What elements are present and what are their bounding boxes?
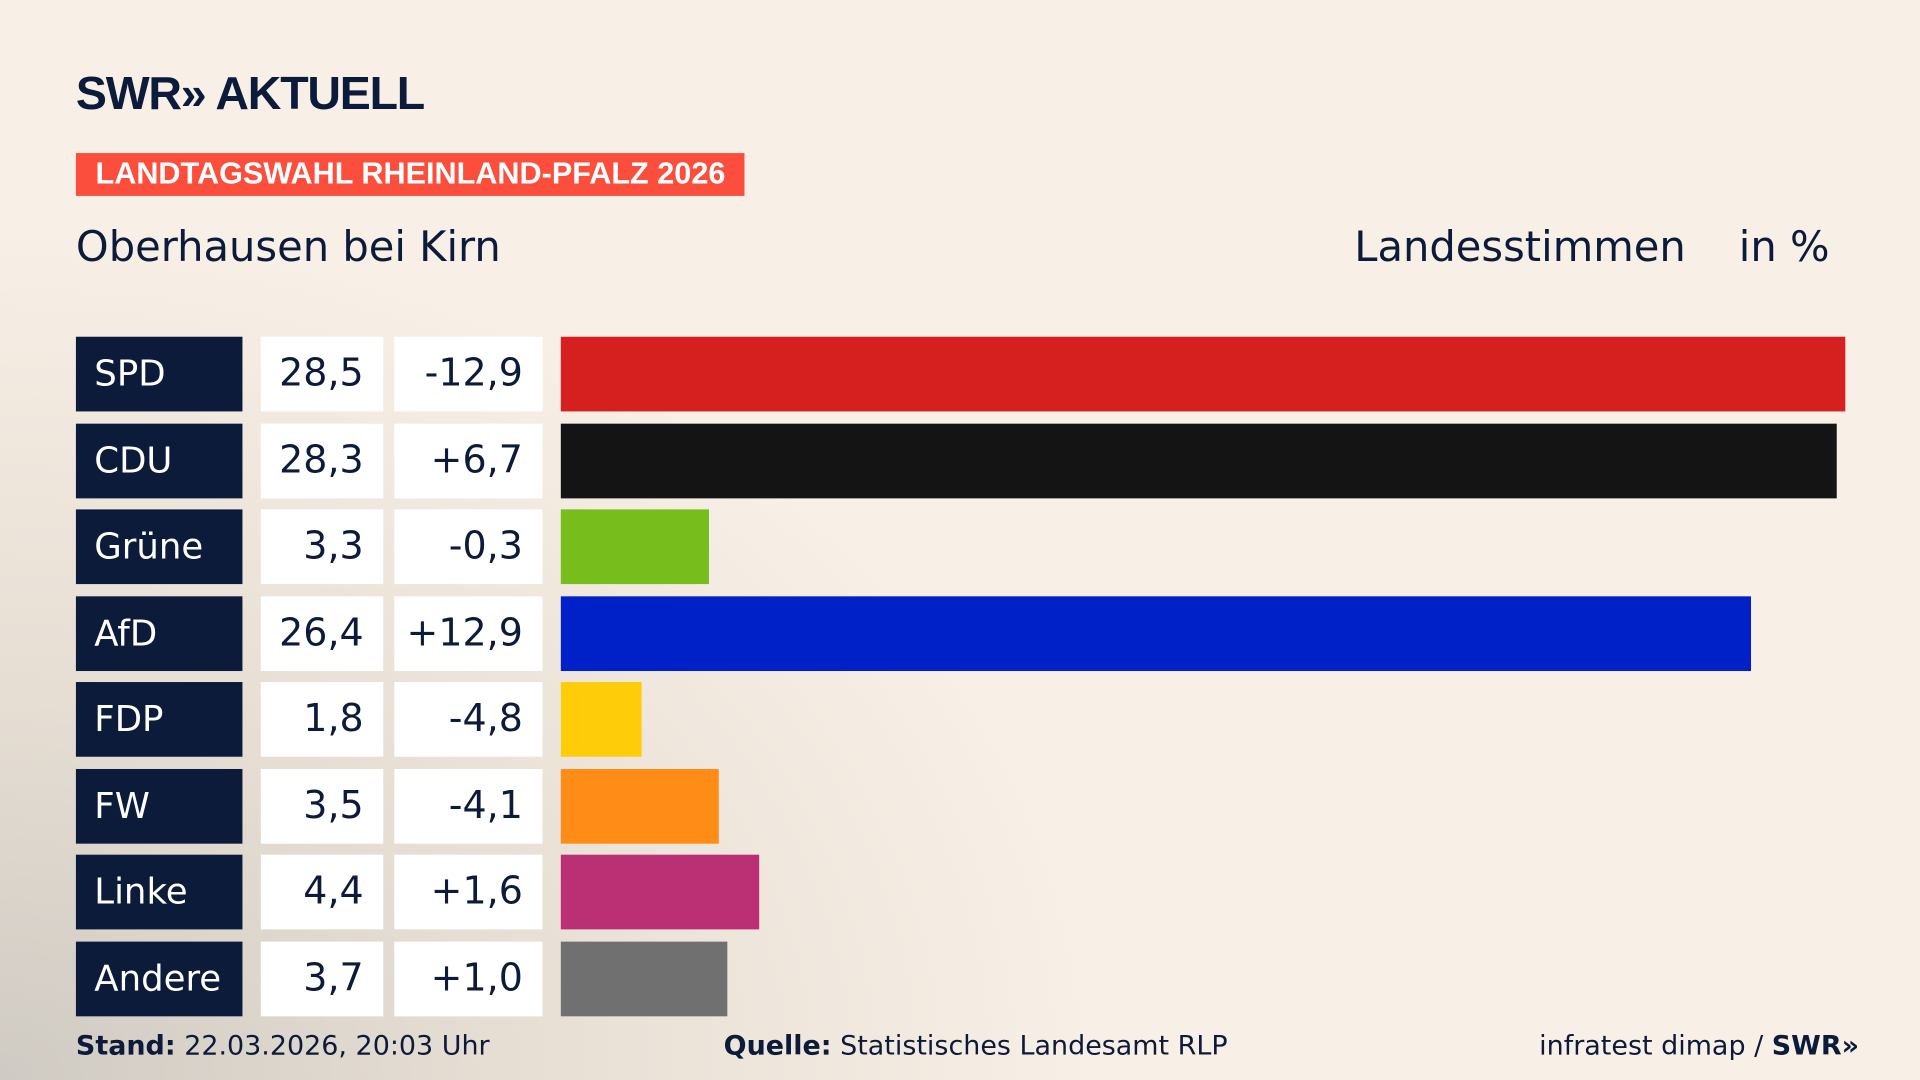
source-label: Quelle: [723, 1031, 832, 1062]
credit-text: infratest dimap / [1539, 1031, 1772, 1062]
stand-label: Stand: [75, 1031, 176, 1062]
bar-grüne [560, 509, 710, 585]
change-label: -12,9 [394, 336, 543, 412]
vote-type-label: Landesstimmen [1354, 222, 1686, 272]
change-label: +12,9 [394, 595, 543, 671]
party-label: FW [75, 768, 243, 844]
place-title: Oberhausen bei Kirn [75, 222, 501, 272]
value-label: 3,3 [260, 509, 384, 585]
party-label: Grüne [75, 509, 243, 585]
value-label: 28,5 [260, 336, 384, 412]
bar-cdu [560, 423, 1837, 498]
bar-fdp [560, 682, 642, 757]
party-label: Linke [75, 854, 243, 930]
value-label: 1,8 [260, 682, 384, 757]
party-label: AfD [75, 595, 243, 671]
swr-logo-small: SWR» [1771, 1031, 1860, 1062]
value-label: 28,3 [260, 423, 384, 498]
swr-aktuell-logo: SWR» AKTUELL [75, 68, 425, 121]
party-label: Andere [75, 941, 243, 1016]
change-label: +6,7 [394, 423, 543, 498]
bar-fw [560, 768, 719, 844]
value-label: 26,4 [260, 595, 384, 671]
unit-label: in % [1738, 222, 1830, 272]
bar-spd [560, 336, 1846, 412]
change-label: -4,8 [394, 682, 543, 757]
party-label: SPD [75, 336, 243, 412]
party-label: CDU [75, 423, 243, 498]
source-info: Quelle: Statistisches Landesamt RLP [724, 1031, 1228, 1062]
value-label: 4,4 [260, 854, 384, 930]
change-label: +1,0 [394, 941, 543, 1016]
change-label: -4,1 [394, 768, 543, 844]
change-label: +1,6 [394, 854, 543, 930]
credit: infratest dimap / SWR» [1539, 1031, 1859, 1062]
source-value: Statistisches Landesamt RLP [840, 1031, 1228, 1062]
bar-linke [560, 854, 760, 930]
stand-value: 22.03.2026, 20:03 Uhr [184, 1031, 490, 1062]
value-label: 3,5 [260, 768, 384, 844]
bar-andere [560, 941, 728, 1016]
bar-afd [560, 595, 1751, 671]
stand-info: Stand: 22.03.2026, 20:03 Uhr [76, 1031, 490, 1062]
party-label: FDP [75, 682, 243, 757]
value-label: 3,7 [260, 941, 384, 1016]
election-banner: LANDTAGSWAHL RHEINLAND-PFALZ 2026 [75, 153, 745, 196]
change-label: -0,3 [394, 509, 543, 585]
